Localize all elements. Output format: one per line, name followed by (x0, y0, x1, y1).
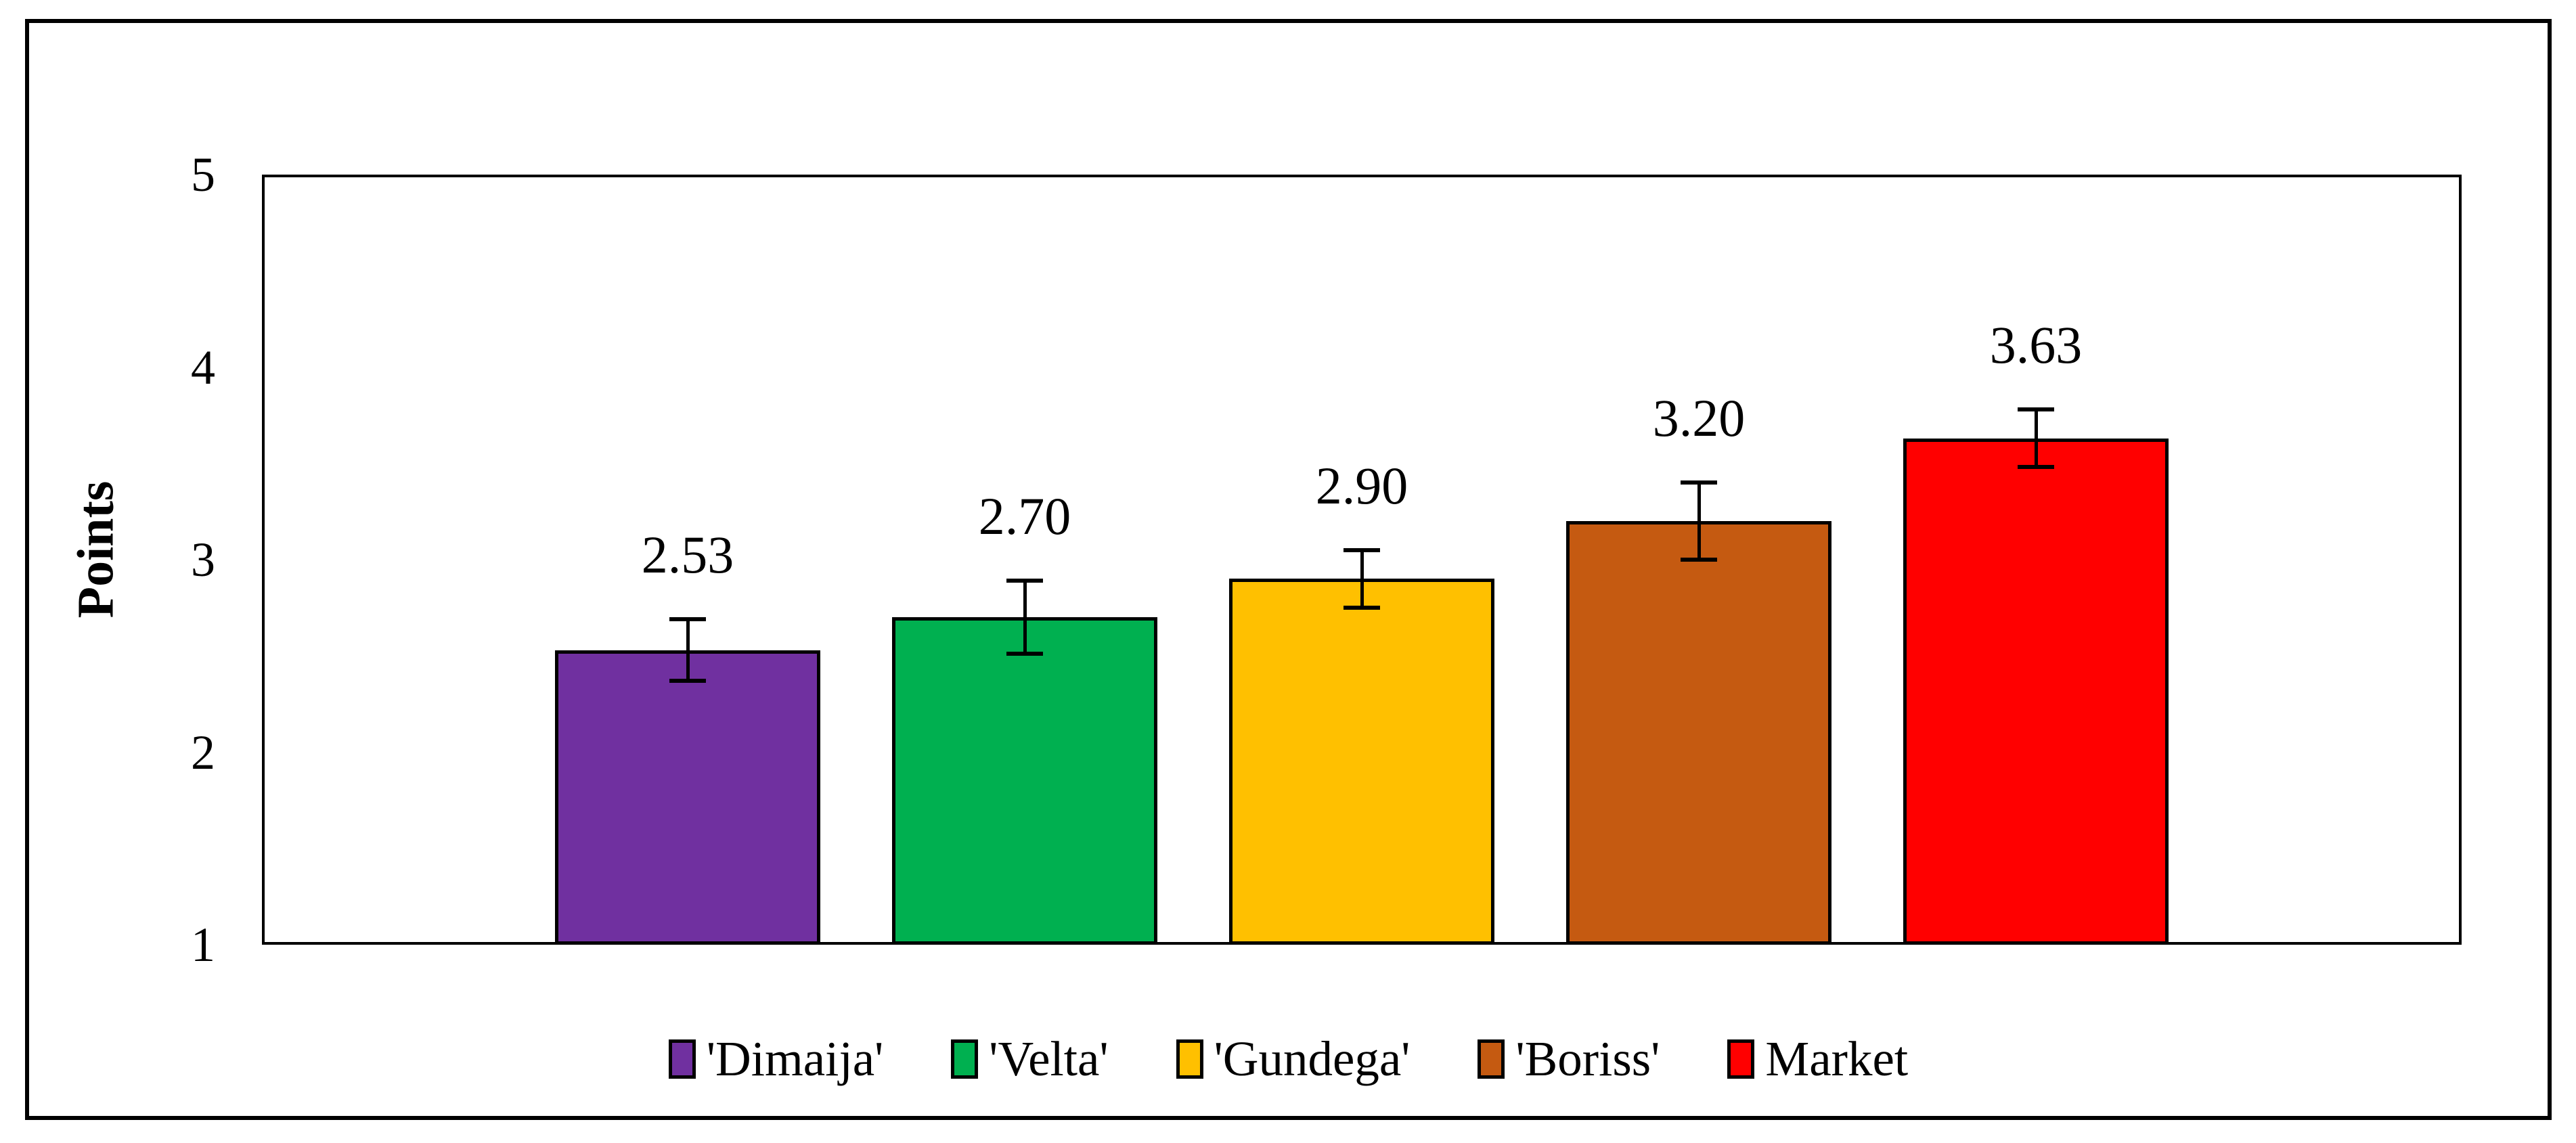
legend-label: 'Velta' (989, 1031, 1109, 1086)
bar-1 (555, 650, 820, 945)
error-bar-cap-top-3 (1343, 547, 1380, 552)
legend-swatch-icon (668, 1039, 696, 1079)
data-label-1: 2.53 (641, 525, 734, 585)
legend-item-3: 'Gundega' (1176, 1029, 1411, 1090)
bar-5 (1903, 438, 2169, 945)
error-bar-line-1 (686, 619, 690, 681)
legend-label: 'Gundega' (1214, 1031, 1411, 1086)
error-bar-cap-top-2 (1006, 579, 1043, 583)
data-label-3: 2.90 (1315, 455, 1408, 515)
legend-swatch-icon (951, 1039, 979, 1079)
error-bar-cap-bottom-3 (1343, 606, 1380, 610)
error-bar-cap-bottom-1 (669, 679, 706, 683)
data-label-2: 2.70 (978, 487, 1071, 546)
data-label-5: 3.63 (1989, 315, 2083, 375)
legend-swatch-icon (1176, 1039, 1203, 1079)
legend-label: Market (1765, 1031, 1909, 1086)
legend-swatch-icon (1478, 1039, 1505, 1079)
legend-item-1: 'Dimaija' (668, 1029, 884, 1090)
y-tick-label-5: 5 (191, 148, 215, 202)
error-bar-line-2 (1023, 581, 1027, 654)
error-bar-cap-top-5 (2018, 407, 2054, 412)
error-bar-line-4 (1697, 483, 1701, 560)
error-bar-cap-bottom-4 (1681, 558, 1717, 562)
legend-item-2: 'Velta' (951, 1029, 1109, 1090)
y-tick-label-1: 1 (191, 918, 215, 972)
error-bar-cap-top-4 (1681, 480, 1717, 485)
error-bar-cap-bottom-5 (2018, 465, 2054, 470)
y-tick-label-3: 3 (191, 533, 215, 587)
legend: 'Dimaija' 'Velta' 'Gundega' 'Boriss' Market (25, 1018, 2552, 1100)
y-tick-label-4: 4 (191, 340, 215, 395)
error-bar-cap-bottom-2 (1006, 652, 1043, 656)
bar-3 (1229, 579, 1494, 945)
legend-swatch-icon (1727, 1039, 1755, 1079)
legend-label: 'Dimaija' (706, 1031, 884, 1086)
legend-item-4: 'Boriss' (1478, 1029, 1660, 1090)
legend-item-5: Market (1727, 1029, 1908, 1090)
error-bar-line-3 (1360, 550, 1364, 608)
legend-label: 'Boriss' (1515, 1031, 1660, 1086)
error-bar-line-5 (2034, 409, 2038, 468)
data-label-4: 3.20 (1652, 388, 1746, 448)
y-tick-label-2: 2 (191, 725, 215, 780)
error-bar-cap-top-1 (669, 617, 706, 622)
bar-2 (892, 617, 1157, 945)
bar-4 (1566, 521, 1831, 945)
